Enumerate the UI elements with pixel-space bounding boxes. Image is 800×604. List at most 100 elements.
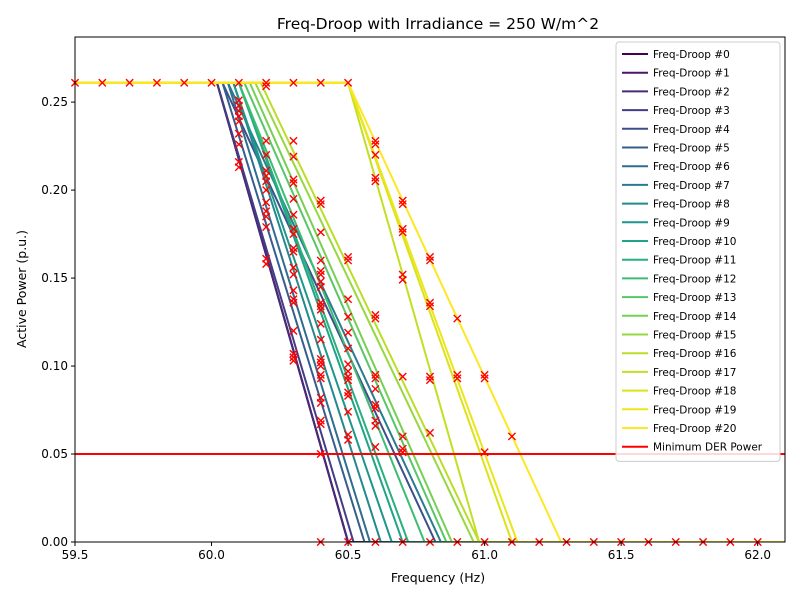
data-marker-4 <box>180 78 189 87</box>
data-marker-54 <box>316 228 325 237</box>
data-marker-111 <box>398 228 407 237</box>
data-marker-121 <box>425 298 435 307</box>
data-marker-18 <box>234 140 243 149</box>
legend-label: Freq-Droop #12 <box>653 273 736 285</box>
data-marker-110 <box>398 224 407 233</box>
data-marker-84 <box>343 372 353 381</box>
y-tick-label: 0.25 <box>41 95 68 109</box>
legend-label: Freq-Droop #18 <box>653 386 736 398</box>
data-marker-117 <box>398 448 407 457</box>
data-marker-113 <box>398 275 407 284</box>
data-marker-22 <box>262 150 271 159</box>
legend-label: Freq-Droop #9 <box>653 217 730 229</box>
data-marker-94 <box>371 150 380 159</box>
legend-label: Freq-Droop #15 <box>653 330 736 342</box>
data-marker-116 <box>398 444 407 453</box>
x-tick-label: 61.5 <box>608 548 635 562</box>
data-marker-50 <box>289 353 298 362</box>
data-marker-51 <box>289 356 298 365</box>
legend-label: Freq-Droop #10 <box>653 236 736 248</box>
legend-label: Minimum DER Power <box>653 442 763 454</box>
data-marker-80 <box>343 328 353 337</box>
data-marker-5 <box>207 78 216 87</box>
y-tick-label: 0.20 <box>41 183 68 197</box>
data-marker-66 <box>316 358 325 367</box>
data-marker-65 <box>316 354 325 364</box>
data-marker-133 <box>480 448 489 457</box>
data-marker-53 <box>316 200 325 209</box>
data-marker-87 <box>343 391 353 401</box>
data-marker-101 <box>371 384 380 394</box>
data-marker-37 <box>289 194 298 203</box>
data-marker-119 <box>425 252 435 262</box>
data-marker-40 <box>289 229 298 239</box>
data-marker-129 <box>453 374 462 383</box>
data-marker-122 <box>425 302 435 311</box>
legend-label: Freq-Droop #13 <box>653 292 736 304</box>
data-marker-52 <box>316 196 325 205</box>
chart-title: Freq-Droop with Irradiance = 250 W/m^2 <box>277 15 599 33</box>
data-marker-99 <box>371 370 380 379</box>
data-marker-47 <box>289 298 298 307</box>
data-marker-48 <box>289 326 298 335</box>
legend-label: Freq-Droop #17 <box>653 367 736 379</box>
y-axis-label: Active Power (p.u.) <box>14 230 29 348</box>
data-marker-41 <box>289 244 298 253</box>
legend-label: Freq-Droop #6 <box>653 161 730 173</box>
legend-label: Freq-Droop #11 <box>653 255 736 267</box>
legend-label: Freq-Droop #5 <box>653 143 730 155</box>
data-marker-132 <box>480 374 489 383</box>
data-marker-59 <box>316 282 325 291</box>
data-marker-76 <box>343 252 353 262</box>
data-marker-131 <box>480 370 489 379</box>
data-marker-60 <box>316 298 325 307</box>
legend-label: Freq-Droop #7 <box>653 180 730 192</box>
axes-layer: 59.5 60.0 60.5 61.0 61.5 62.0 0.00 0.05 0.10 0.15… <box>41 36 786 562</box>
data-marker-108 <box>398 196 407 205</box>
y-tick-label: 0.15 <box>41 271 68 285</box>
data-marker-120 <box>425 256 435 265</box>
data-marker-124 <box>425 376 435 385</box>
y-tick-label: 0.10 <box>41 359 68 373</box>
data-marker-85 <box>343 376 353 385</box>
data-marker-125 <box>425 428 435 438</box>
data-marker-25 <box>262 177 271 186</box>
x-tick-label: 59.5 <box>62 548 89 562</box>
data-marker-77 <box>343 256 353 265</box>
data-marker-98 <box>371 314 380 323</box>
data-marker-3 <box>152 78 162 87</box>
data-marker-127 <box>453 314 462 323</box>
data-marker-106 <box>371 442 380 452</box>
data-marker-103 <box>371 404 380 413</box>
data-marker-32 <box>262 259 271 269</box>
x-tick-label: 60.5 <box>335 548 362 562</box>
data-marker-128 <box>453 370 462 379</box>
data-marker-33 <box>289 136 298 145</box>
data-marker-1 <box>98 78 107 87</box>
data-marker-123 <box>425 372 435 381</box>
legend: Freq-Droop #0 Freq-Droop #1 Freq-Droop #2 F… <box>615 41 781 462</box>
data-marker-49 <box>289 349 298 358</box>
data-marker-102 <box>371 400 380 409</box>
data-marker-7 <box>262 78 271 87</box>
data-marker-11 <box>343 78 353 87</box>
legend-label: Freq-Droop #14 <box>653 311 737 323</box>
plot-frame <box>74 36 786 543</box>
data-marker-38 <box>289 210 298 219</box>
data-marker-88 <box>343 407 353 416</box>
data-marker-43 <box>289 263 298 272</box>
legend-label: Freq-Droop #8 <box>653 199 730 211</box>
data-marker-26 <box>262 185 271 195</box>
marker-layer <box>70 78 762 547</box>
data-marker-105 <box>371 421 380 430</box>
data-marker-45 <box>289 286 298 295</box>
data-marker-78 <box>343 295 353 304</box>
legend-label: Freq-Droop #1 <box>653 68 730 80</box>
data-marker-57 <box>316 270 325 279</box>
data-marker-74 <box>316 449 325 459</box>
data-marker-62 <box>316 305 325 314</box>
data-marker-21 <box>262 136 271 145</box>
data-marker-46 <box>289 295 298 304</box>
data-marker-20 <box>234 163 243 172</box>
